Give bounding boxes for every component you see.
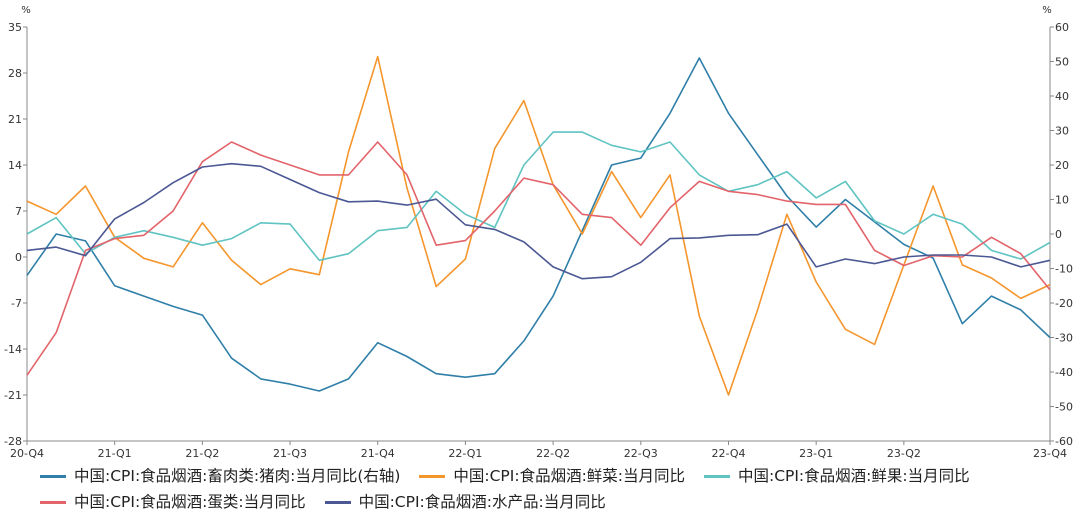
y-right-tick-label: -30 [1055,332,1073,345]
y-right-tick-label: 40 [1055,90,1069,103]
y-axis-right-unit: % [1042,5,1052,16]
y-right-tick-label: 60 [1055,21,1069,34]
legend-swatch-fruit [703,475,730,478]
x-tick-label: 21-Q2 [185,447,219,460]
legend-label-aquatic: 中国:CPI:食品烟酒:水产品:当月同比 [358,493,606,511]
y-right-tick-label: -60 [1055,435,1073,448]
y-left-tick-label: 21 [8,113,22,126]
x-tick-label: 22-Q2 [536,447,570,460]
legend-item-fruit[interactable]: 中国:CPI:食品烟酒:鲜果:当月同比 [703,465,970,488]
legend-item-vegetables[interactable]: 中国:CPI:食品烟酒:鲜菜:当月同比 [419,465,685,488]
legend-item-aquatic[interactable]: 中国:CPI:食品烟酒:水产品:当月同比 [324,491,606,514]
x-tick-label: 23-Q4 [1033,447,1067,460]
x-tick-label: 21-Q1 [98,447,132,460]
y-right-tick-label: 20 [1055,159,1069,172]
x-tick-label: 21-Q3 [273,447,307,460]
y-left-tick-label: -14 [4,343,22,356]
series-line-2 [26,131,1051,262]
x-tick-label: 20-Q4 [10,447,44,460]
x-tick-label: 22-Q3 [624,447,658,460]
y-left-tick-label: -21 [4,389,22,402]
x-tick-label: 22-Q4 [711,447,745,460]
x-tick-label: 21-Q4 [361,447,395,460]
legend-swatch-aquatic [324,501,351,504]
x-tick-label: 22-Q1 [448,447,482,460]
y-right-tick-label: -40 [1055,366,1073,379]
y-left-tick-label: 35 [8,21,22,34]
y-left-tick-label: -7 [11,297,22,310]
y-right-tick-label: 0 [1055,228,1062,241]
series-line-1 [26,55,1051,396]
legend-swatch-vegetables [419,475,446,478]
series-line-4 [26,162,1051,280]
y-right-tick-label: 30 [1055,125,1069,138]
x-tick-label: 23-Q2 [887,447,921,460]
y-right-tick-label: -50 [1055,401,1073,414]
legend-label-vegetables: 中国:CPI:食品烟酒:鲜菜:当月同比 [453,467,686,485]
legend-label-pork: 中国:CPI:食品烟酒:畜肉类:猪肉:当月同比(右轴) [74,467,401,485]
y-right-tick-label: 50 [1055,56,1069,69]
y-right-tick-label: -10 [1055,263,1073,276]
series-line-0 [26,57,1051,392]
legend-swatch-eggs [40,501,66,504]
legend-label-fruit: 中国:CPI:食品烟酒:鲜果:当月同比 [737,467,970,485]
y-left-tick-label: 28 [8,67,22,80]
legend-swatch-pork [40,475,66,478]
y-left-tick-label: 14 [8,159,22,172]
legend: 中国:CPI:食品烟酒:畜肉类:猪肉:当月同比(右轴) 中国:CPI:食品烟酒:… [40,462,1060,514]
y-right-tick-label: -20 [1055,297,1073,310]
y-left-tick-label: -28 [4,435,22,448]
legend-item-eggs[interactable]: 中国:CPI:食品烟酒:蛋类:当月同比 [40,491,306,514]
line-chart: % % 35 28 21 14 7 0 -7 -14 -21 -28 60 50 40 30 20 10 0 -10 -… [4,5,1073,460]
legend-label-eggs: 中国:CPI:食品烟酒:蛋类:当月同比 [74,493,306,511]
y-left-tick-label: 7 [15,205,22,218]
y-right-tick-label: 10 [1055,194,1069,207]
legend-item-pork[interactable]: 中国:CPI:食品烟酒:畜肉类:猪肉:当月同比(右轴) [40,465,400,488]
x-tick-label: 23-Q1 [799,447,833,460]
y-left-tick-label: 0 [15,251,22,264]
y-axis-left-unit: % [21,5,31,16]
